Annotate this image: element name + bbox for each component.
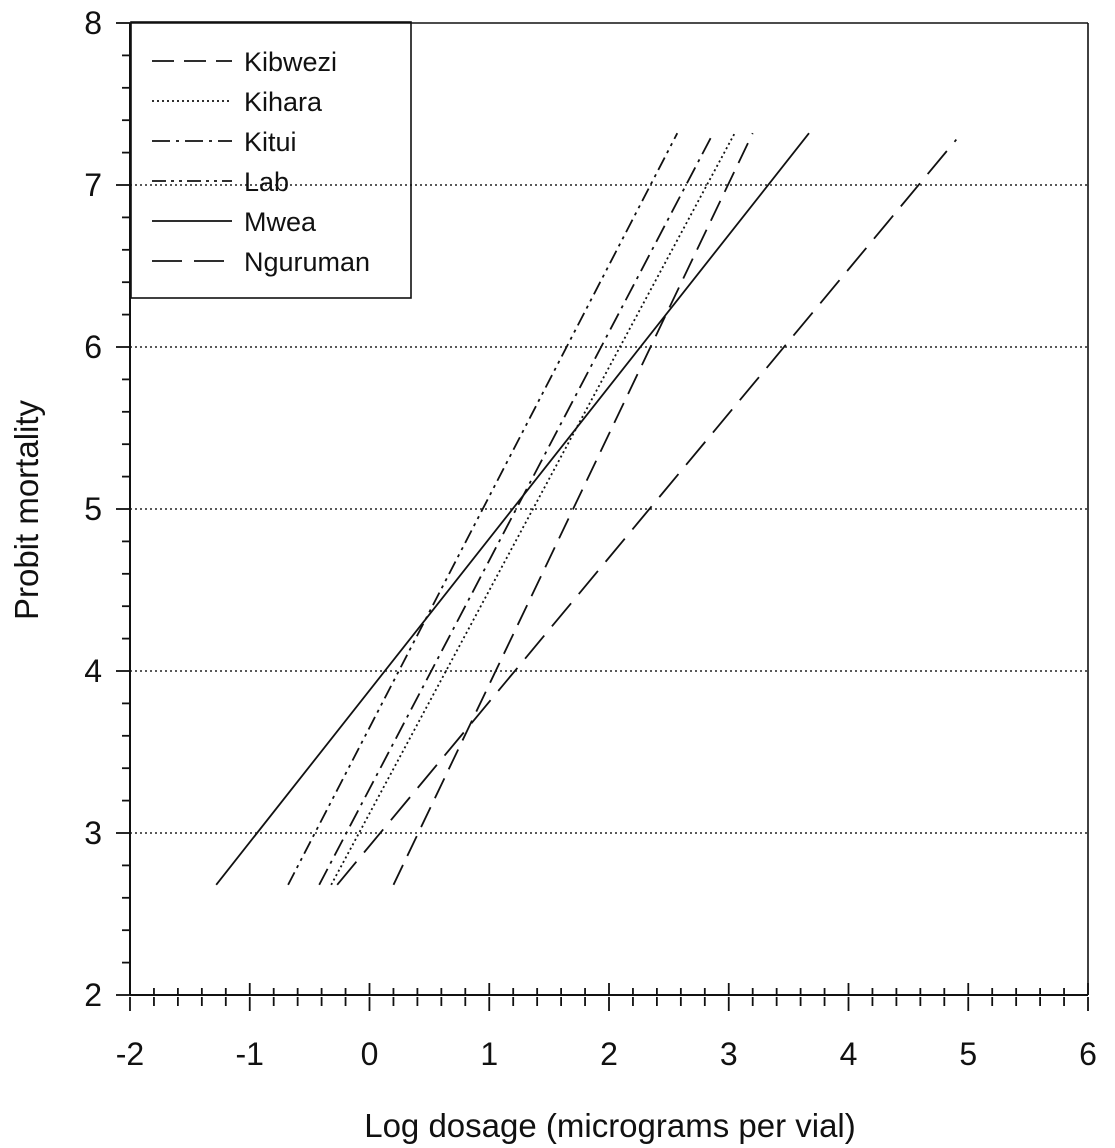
series-line-kibwezi <box>392 132 754 886</box>
x-tick-label: -2 <box>116 1036 144 1072</box>
x-tick-label: 4 <box>840 1036 858 1072</box>
y-tick-label: 7 <box>84 167 102 203</box>
series-line-mwea <box>215 132 810 886</box>
series-line-nguruman <box>336 139 957 886</box>
legend-box <box>130 21 412 299</box>
y-tick-label: 2 <box>84 977 102 1013</box>
legend-label-kibwezi: Kibwezi <box>244 47 337 77</box>
y-axis-title: Probit mortality <box>8 399 45 620</box>
legend-label-lab: Lab <box>244 167 289 197</box>
legend-label-nguruman: Nguruman <box>244 247 370 277</box>
y-tick-label: 8 <box>84 5 102 41</box>
x-tick-label: 6 <box>1079 1036 1097 1072</box>
x-tick-label: 0 <box>361 1036 379 1072</box>
grid-lines <box>130 184 1088 834</box>
tick-labels: -2 -1 0 1 2 3 4 5 6 2 3 4 5 6 7 8 <box>84 5 1097 1072</box>
x-tick-label: -1 <box>236 1036 264 1072</box>
legend-label-mwea: Mwea <box>244 207 317 237</box>
legend-label-kitui: Kitui <box>244 127 297 157</box>
legend-label-kihara: Kihara <box>244 87 323 117</box>
series-line-kihara <box>330 132 736 886</box>
legend: Kibwezi Kihara Kitui Lab Mwea Nguruman <box>130 21 412 299</box>
series-line-lab <box>287 132 679 886</box>
y-tick-label: 3 <box>84 815 102 851</box>
axis-ticks <box>116 22 1089 1011</box>
x-tick-label: 1 <box>480 1036 498 1072</box>
x-tick-label: 3 <box>720 1036 738 1072</box>
y-tick-label: 6 <box>84 329 102 365</box>
series-lines <box>215 132 957 886</box>
x-axis-title: Log dosage (micrograms per vial) <box>364 1107 856 1144</box>
series-line-kitui <box>318 132 714 886</box>
y-tick-label: 4 <box>84 653 102 689</box>
x-tick-label: 2 <box>600 1036 618 1072</box>
x-tick-label: 5 <box>959 1036 977 1072</box>
y-tick-label: 5 <box>84 491 102 527</box>
